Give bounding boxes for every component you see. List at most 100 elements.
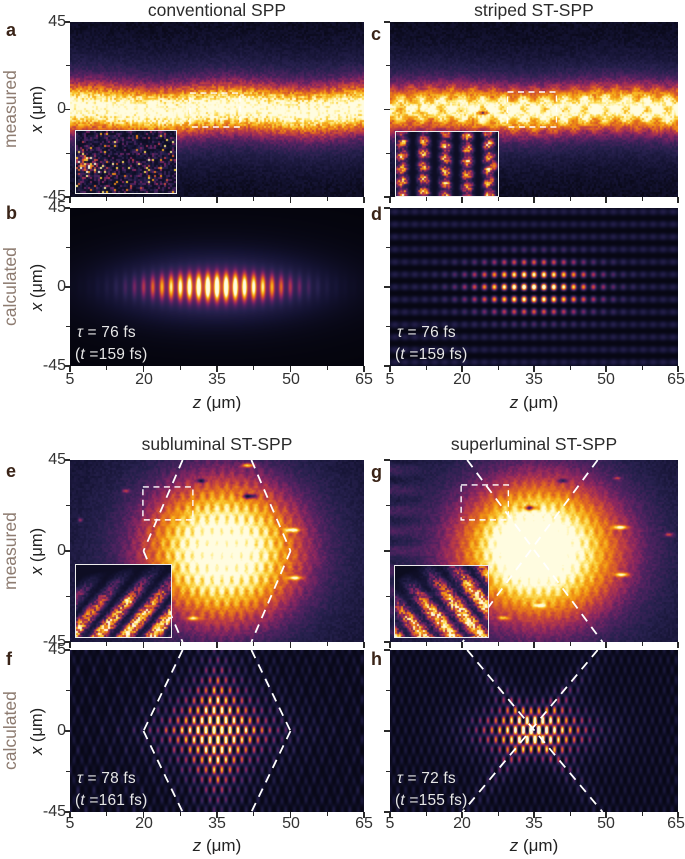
x-tick-label: 20: [453, 815, 471, 832]
panel-a-measured-conventional-spp: [70, 22, 364, 197]
inset-magnified-lattice: [394, 565, 489, 638]
axis-tick: [69, 812, 71, 818]
x-tick-label: 35: [525, 371, 543, 388]
axis-tick: [384, 108, 390, 111]
panel-b-calculated-conventional-spp: τ = 76 fs (t =159 fs): [70, 208, 364, 366]
axis-tick: [289, 642, 292, 648]
annotation-time: (t =155 fs): [395, 792, 468, 809]
dashed-lightcone-line: [250, 730, 292, 812]
axis-tick: [677, 812, 679, 818]
axis-tick: [384, 730, 390, 732]
axis-tick: [641, 642, 643, 646]
axis-tick: [363, 197, 365, 203]
axis-tick: [384, 286, 390, 288]
dashed-lightcone-line: [466, 460, 604, 642]
axis-tick: [384, 641, 390, 643]
panel-e-measured-subluminal-st-spp: [70, 460, 364, 642]
axis-tick: [386, 596, 390, 597]
panel-h-calculated-superluminal-st-spp: τ = 72 fs (t =155 fs): [390, 650, 678, 812]
axis-tick: [386, 771, 390, 772]
panel-label-f: f: [6, 649, 12, 669]
axis-tick: [384, 649, 390, 651]
axis-tick: [64, 196, 70, 198]
heatmap-calculated-conventional-spp: [70, 208, 364, 366]
dashed-roi-box: [142, 486, 194, 521]
heatmap-calculated-striped-st-spp: [390, 208, 678, 366]
axis-tick: [64, 108, 70, 111]
axis-tick: [216, 812, 218, 818]
axis-tick: [386, 690, 390, 691]
y-tick-label: 0: [57, 542, 66, 559]
panel-f-calculated-subluminal-st-spp: τ = 78 fs (t =161 fs): [70, 650, 364, 812]
dashed-lightcone-line: [250, 550, 292, 642]
axis-tick: [69, 642, 71, 648]
y-tick-label: -45: [42, 633, 66, 650]
row-label-calculated-bottom: calculated: [0, 691, 20, 771]
axis-tick: [216, 197, 218, 203]
axis-tick: [106, 642, 108, 646]
axis-tick: [605, 197, 607, 203]
dashed-lightcone-line: [142, 730, 184, 812]
axis-tick: [64, 459, 70, 461]
axis-tick: [142, 366, 145, 372]
axis-tick: [461, 366, 463, 372]
axis-tick: [569, 812, 571, 816]
axis-tick: [384, 550, 390, 552]
annotation-time: (t =161 fs): [75, 792, 148, 809]
x-tick-label: 50: [597, 371, 615, 388]
annotation-pulse-width: τ = 76 fs: [397, 324, 456, 341]
y-tick-label: 45: [48, 199, 66, 216]
axis-tick: [326, 642, 328, 646]
axis-tick: [106, 812, 108, 816]
axis-tick: [605, 642, 607, 648]
axis-tick: [425, 197, 427, 201]
axis-tick: [569, 366, 571, 370]
axis-tick: [289, 366, 292, 372]
annotation-pulse-width: τ = 76 fs: [77, 324, 136, 341]
axis-tick: [66, 152, 70, 154]
axis-tick: [425, 642, 427, 646]
axis-tick: [363, 366, 365, 372]
panel-d-calculated-striped-st-spp: τ = 76 fs (t =159 fs): [390, 208, 678, 366]
title-striped-st-spp: striped ST-SPP: [474, 0, 594, 20]
annotation-pulse-width: τ = 78 fs: [77, 770, 136, 787]
axis-tick: [497, 366, 499, 370]
y-tick-label: 0: [57, 100, 66, 117]
axis-tick: [64, 730, 70, 732]
axis-tick: [497, 642, 499, 646]
axis-tick: [425, 812, 427, 816]
axis-tick: [106, 197, 108, 201]
x-tick-label: 50: [282, 815, 300, 832]
x-tick-label: 5: [65, 371, 75, 388]
axis-tick: [64, 286, 70, 288]
panel-label-c: c: [371, 24, 382, 44]
axis-tick: [289, 197, 292, 203]
dashed-lightcone-line: [142, 460, 184, 552]
x-tick-label: 65: [355, 371, 373, 388]
axis-tick: [384, 207, 390, 209]
axis-tick: [641, 197, 643, 201]
axis-tick: [533, 366, 535, 372]
axis-tick: [425, 366, 427, 370]
x-tick-label: 5: [385, 815, 395, 832]
panel-label-h: h: [371, 649, 382, 669]
row-label-measured-top: measured: [0, 70, 20, 149]
panel-label-a: a: [6, 20, 17, 40]
panel-label-b: b: [6, 203, 17, 223]
overlay-dashed-roi-box: [506, 91, 558, 128]
panel-c-measured-striped-st-spp: [390, 22, 678, 197]
dashed-lightcone-line: [250, 460, 292, 552]
axis-tick: [677, 366, 679, 372]
overlay-dashed-lightcone-and-roi: [460, 460, 604, 642]
x-tick-label: 35: [208, 815, 226, 832]
x-tick-label: 65: [667, 371, 685, 388]
annotation-time: (t =159 fs): [395, 346, 468, 363]
inset-magnified-speckle: [75, 130, 177, 194]
axis-tick: [64, 21, 70, 23]
axis-tick: [497, 197, 499, 201]
axis-tick: [64, 550, 70, 552]
axis-tick: [64, 207, 70, 209]
axis-tick: [533, 642, 535, 648]
axis-tick: [605, 812, 607, 818]
